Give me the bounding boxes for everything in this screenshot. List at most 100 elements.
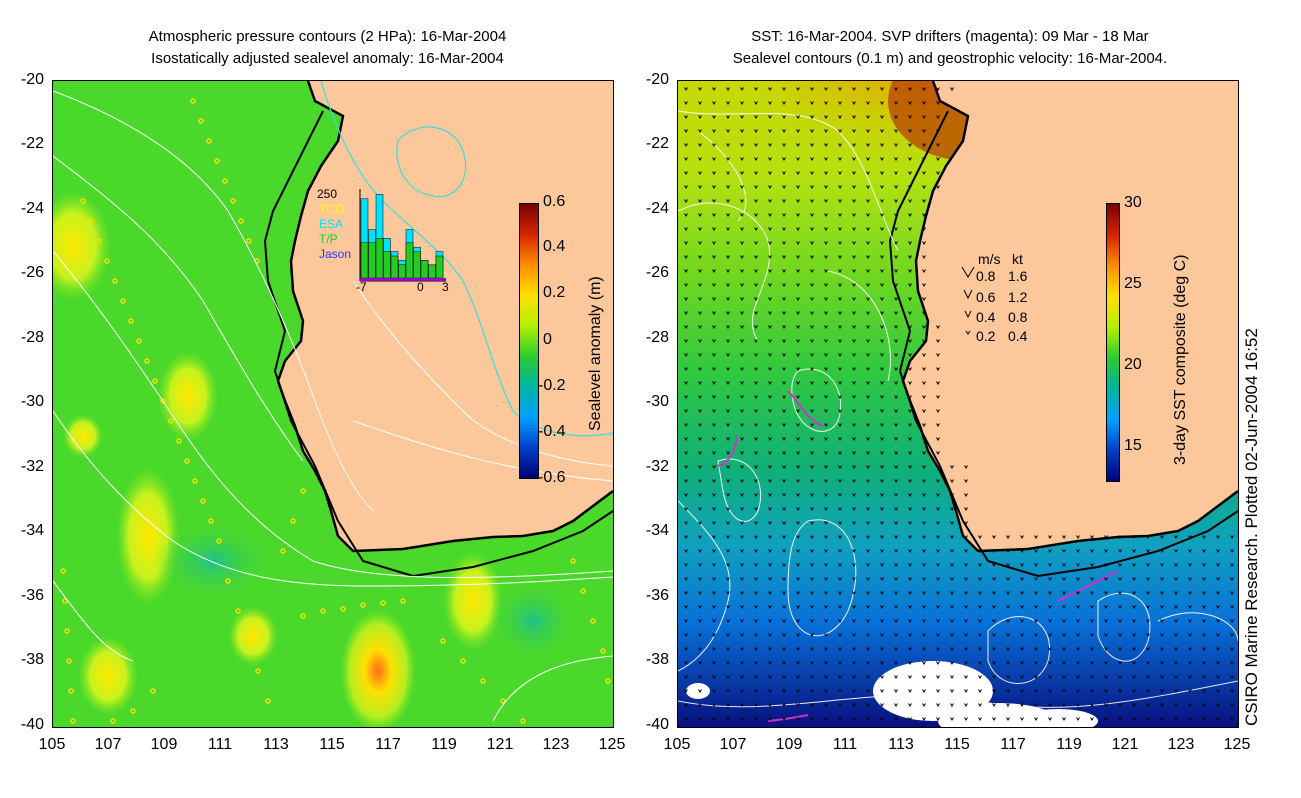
velocity-arrow-icon [922,619,926,623]
right-ytick-5: -30 [645,393,669,410]
right-ytick-10: -40 [645,716,669,733]
velocity-arrow-icon [824,451,828,455]
velocity-arrow-icon [866,535,870,539]
velocity-arrow-icon [936,87,940,91]
velocity-arrow-icon [838,185,842,189]
velocity-arrow-icon [1006,535,1010,539]
velocity-arrow-icon [880,311,884,315]
velocity-arrow-icon [1216,605,1220,609]
velocity-arrow-icon [698,633,702,637]
velocity-arrow-icon [1132,675,1136,679]
velocity-arrow-icon [810,395,814,399]
velocity-arrow-icon [880,521,884,525]
velocity-arrow-icon [810,689,814,693]
velocity-arrow-icon [726,633,730,637]
velocity-arrow-icon [992,563,996,567]
velocity-arrow-icon [684,703,688,707]
velocity-arrow-icon [894,465,898,469]
velocity-arrow-icon [922,437,926,441]
velocity-arrow-icon [684,479,688,483]
velocity-arrow-icon [950,605,954,609]
velocity-arrow-icon [852,255,856,259]
velocity-arrow-icon [908,255,912,259]
velocity-arrow-icon [824,423,828,427]
velocity-arrow-icon [712,549,716,553]
velocity-arrow-icon [1104,549,1108,553]
velocity-arrow-icon [698,171,702,175]
velocity-arrow-icon [880,535,884,539]
velocity-arrow-icon [796,283,800,287]
velocity-arrow-icon [768,325,772,329]
velocity-arrow-icon [698,339,702,343]
velocity-arrow-icon [838,101,842,105]
left-xtick-8: 121 [486,736,514,753]
velocity-arrow-icon [1062,605,1066,609]
velocity-arrow-icon [754,479,758,483]
velocity-arrow-icon [908,353,912,357]
velocity-arrow-icon [768,451,772,455]
right-ytick-1: -22 [645,135,669,152]
velocity-arrow-icon [992,661,996,665]
velocity-arrow-icon [726,325,730,329]
velocity-arrow-icon [1048,605,1052,609]
sst-colorbar [1106,203,1120,482]
velocity-arrow-icon [894,269,898,273]
velocity-arrow-icon [922,311,926,315]
velocity-arrow-icon [684,493,688,497]
velocity-arrow-icon [782,269,786,273]
velocity-arrow-icon [754,507,758,511]
velocity-arrow-icon [894,577,898,581]
velocity-arrow-icon [1104,591,1108,595]
velocity-arrow-icon [950,577,954,581]
velocity-arrow-icon [922,241,926,245]
velocity-arrow-icon [866,465,870,469]
velocity-arrow-icon [1104,661,1108,665]
velocity-arrow-icon [1160,717,1164,721]
velocity-arrow-icon [894,353,898,357]
velocity-arrow-icon [922,213,926,217]
velocity-arrow-icon [726,185,730,189]
velocity-arrow-icon [824,269,828,273]
velocity-arrow-icon [1006,619,1010,623]
velocity-arrow-icon [782,213,786,217]
isobath-contour [263,110,613,578]
velocity-arrow-icon [838,549,842,553]
left-xtick-3: 111 [207,736,233,753]
right-map-panel[interactable]: m/s kt 0.8 1.6 0.6 1.2 0.4 0.8 0.2 0.4 3… [677,80,1239,728]
velocity-arrow-icon [908,283,912,287]
velocity-arrow-icon [768,171,772,175]
velocity-arrow-icon [754,535,758,539]
velocity-arrow-icon [1062,591,1066,595]
velocity-arrow-icon [936,353,940,357]
velocity-arrow-icon [1090,633,1094,637]
velocity-arrow-icon [838,521,842,525]
velocity-arrow-icon [712,717,716,721]
velocity-arrow-icon [810,185,814,189]
velocity-arrow-icon [978,675,982,679]
velocity-arrow-icon [684,633,688,637]
velocity-arrow-icon [838,451,842,455]
velocity-arrow-icon [754,101,758,105]
velocity-arrow-icon [824,87,828,91]
velocity-arrow-icon [684,297,688,301]
velocity-arrow-icon [838,115,842,119]
velocity-arrow-icon [936,577,940,581]
velocity-arrow-icon [838,367,842,371]
velocity-arrow-icon [936,451,940,455]
velocity-arrow-icon [866,577,870,581]
velocity-arrow-icon [950,591,954,595]
velocity-arrow-icon [838,619,842,623]
velocity-arrow-icon [1230,675,1234,679]
velocity-arrow-icon [1160,563,1164,567]
velocity-arrow-icon [1020,661,1024,665]
velocity-arrow-icon [1146,619,1150,623]
velocity-arrow-icon [1174,703,1178,707]
velocity-arrow-icon [824,633,828,637]
left-map-panel[interactable]: 250 TCO ESA T/P Jason -7 0 3 0.6 0.4 0.2… [52,80,614,728]
velocity-arrow-icon [880,143,884,147]
left-xtick-6: 117 [375,736,401,753]
velocity-arrow-icon [684,549,688,553]
velocity-arrow-icon [1216,563,1220,567]
velocity-arrow-icon [740,703,744,707]
velocity-arrow-icon [712,311,716,315]
